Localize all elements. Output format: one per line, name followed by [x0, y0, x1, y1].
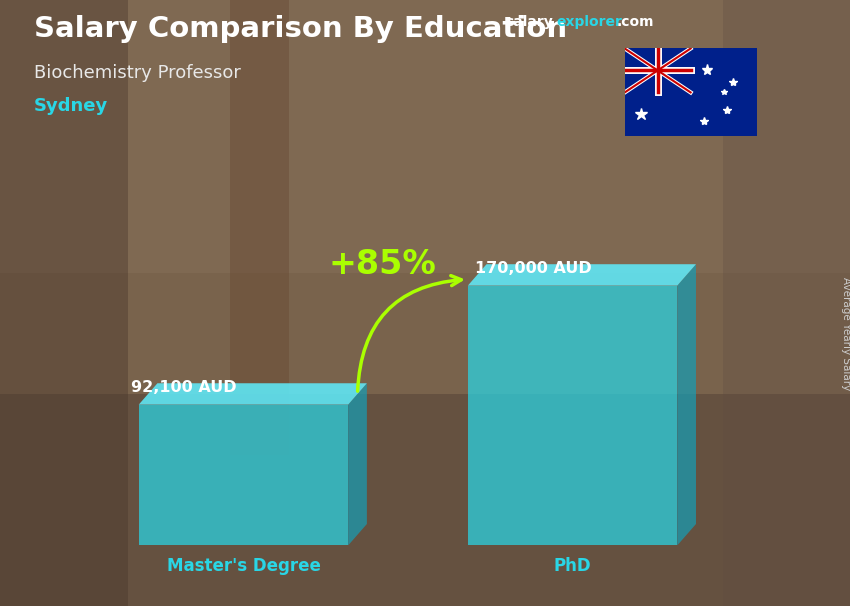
Text: Average Yearly Salary: Average Yearly Salary	[841, 277, 850, 390]
Polygon shape	[468, 264, 696, 285]
Polygon shape	[139, 383, 367, 405]
Polygon shape	[677, 264, 696, 545]
Text: explorer: explorer	[557, 15, 622, 29]
Bar	[230, 0, 289, 454]
Bar	[139, 405, 348, 545]
Text: 170,000 AUD: 170,000 AUD	[475, 261, 592, 276]
Bar	[0, 0, 850, 273]
Text: 92,100 AUD: 92,100 AUD	[131, 380, 237, 395]
Bar	[0, 0, 128, 606]
Bar	[468, 285, 677, 545]
Text: Sydney: Sydney	[34, 97, 108, 115]
Text: Biochemistry Professor: Biochemistry Professor	[34, 64, 241, 82]
Text: Salary Comparison By Education: Salary Comparison By Education	[34, 15, 567, 43]
Text: +85%: +85%	[329, 248, 437, 281]
Text: salary: salary	[506, 15, 553, 29]
Polygon shape	[348, 383, 367, 545]
Bar	[722, 0, 850, 606]
Bar	[0, 394, 850, 606]
Text: .com: .com	[616, 15, 654, 29]
